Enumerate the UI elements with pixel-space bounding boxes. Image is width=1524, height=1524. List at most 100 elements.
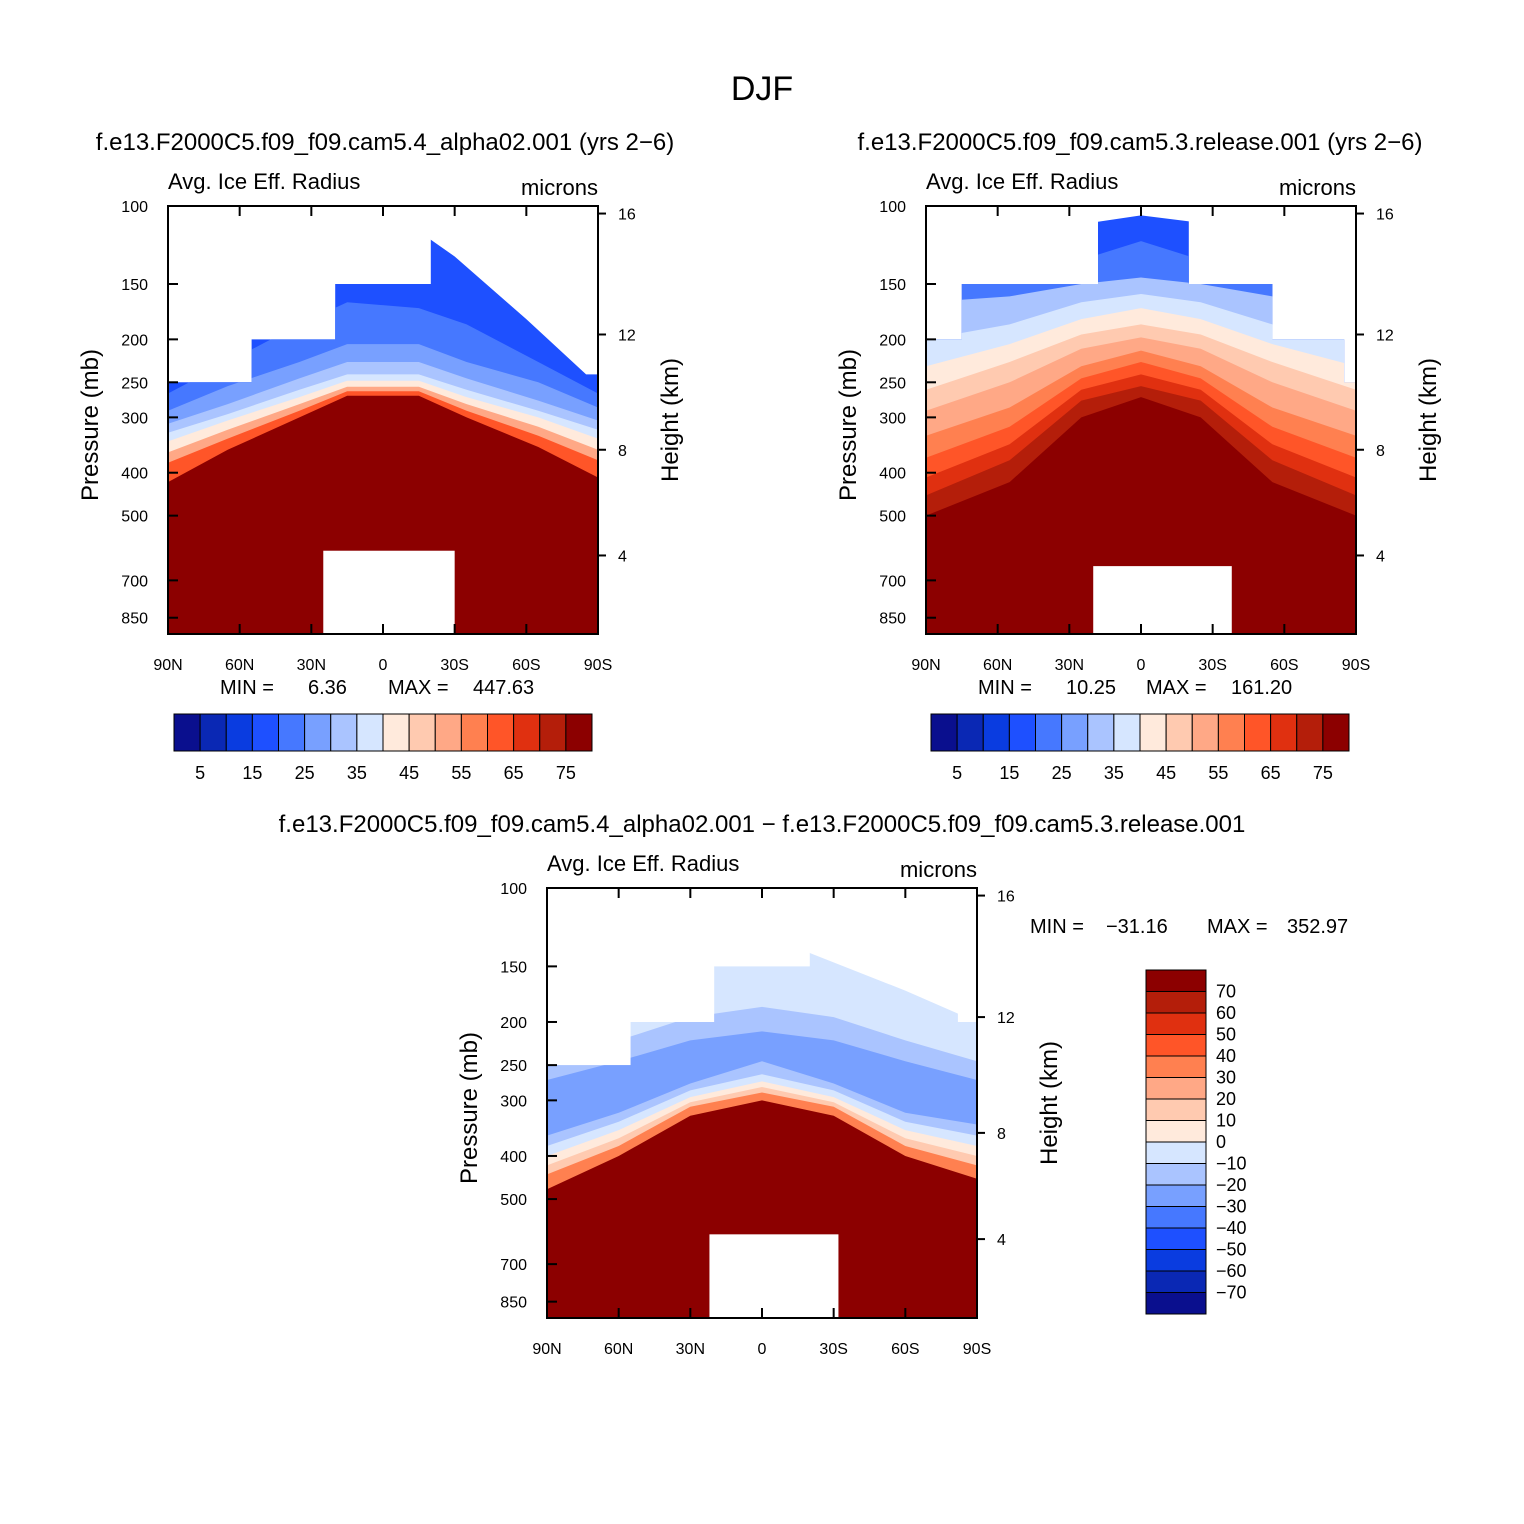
colorbar-swatch <box>513 713 541 752</box>
colorbar-swatch <box>1145 1034 1207 1057</box>
colorbar-swatch <box>408 713 436 752</box>
xtick-label: 30N <box>1055 657 1084 674</box>
ytick-label: 250 <box>500 1058 527 1075</box>
ytick-label: 200 <box>879 332 906 349</box>
contour-field <box>926 215 1356 634</box>
colorbar-label: 45 <box>1156 763 1176 783</box>
ytick-label: 250 <box>879 375 906 392</box>
colorbar-label: −50 <box>1216 1240 1247 1260</box>
colorbar-swatch <box>251 713 279 752</box>
colorbar-swatch <box>382 713 410 752</box>
colorbar-swatch <box>1165 713 1193 752</box>
ytick-right-label: 4 <box>618 548 627 565</box>
xtick-label: 60N <box>225 657 254 674</box>
colorbar-label: −20 <box>1216 1175 1247 1195</box>
colorbar-label: 40 <box>1216 1046 1236 1066</box>
y-axis-right-label: Height (km) <box>657 358 684 482</box>
ytick-right-label: 16 <box>997 889 1015 906</box>
bottom-title: f.e13.F2000C5.f09_f09.cam5.4_alpha02.001… <box>279 811 1246 838</box>
colorbar-label: 35 <box>1104 763 1124 783</box>
colorbar-label: 25 <box>295 763 315 783</box>
ytick-right-label: 8 <box>997 1126 1006 1143</box>
colorbar-label: 0 <box>1216 1132 1226 1152</box>
colorbar-label: −40 <box>1216 1218 1247 1238</box>
ytick-label: 200 <box>500 1015 527 1032</box>
colorbar-label: 5 <box>195 763 205 783</box>
y-axis-label: Pressure (mb) <box>77 349 104 501</box>
max-value: 352.97 <box>1287 916 1348 938</box>
colorbar-label: 15 <box>242 763 262 783</box>
top-right-title: f.e13.F2000C5.f09_f09.cam5.3.release.001… <box>857 129 1422 156</box>
ytick-label: 100 <box>879 199 906 216</box>
ytick-label: 150 <box>121 277 148 294</box>
colorbar-swatch <box>539 713 567 752</box>
ytick-label: 150 <box>500 959 527 976</box>
colorbar-swatch <box>1145 1012 1207 1035</box>
min-value: 6.36 <box>308 677 347 699</box>
colorbar-label: 55 <box>1208 763 1228 783</box>
colorbar-swatch <box>1145 1270 1207 1293</box>
colorbar-swatch <box>1217 713 1245 752</box>
ytick-label: 500 <box>879 509 906 526</box>
colorbar-swatch <box>1145 1292 1207 1315</box>
ytick-right-label: 8 <box>618 443 627 460</box>
colorbar-label: 50 <box>1216 1025 1236 1045</box>
ytick-label: 500 <box>121 509 148 526</box>
colorbar-swatch <box>1145 1206 1207 1229</box>
ytick-label: 300 <box>500 1093 527 1110</box>
ytick-label: 400 <box>879 466 906 483</box>
colorbar-label: 10 <box>1216 1111 1236 1131</box>
variable-label: Avg. Ice Eff. Radius <box>547 851 739 876</box>
xtick-label: 30S <box>819 1341 847 1358</box>
contour-band-11 <box>926 397 1356 634</box>
panel-a: Avg. Ice Eff. Radius microns1001502002503… <box>77 169 684 783</box>
colorbar-label: −70 <box>1216 1283 1247 1303</box>
colorbar-swatch <box>304 713 332 752</box>
colorbar-swatch <box>1145 1163 1207 1186</box>
colorbar-swatch <box>1113 713 1141 752</box>
colorbar-label: −30 <box>1216 1197 1247 1217</box>
colorbar-label: 70 <box>1216 982 1236 1002</box>
colorbar-label: 30 <box>1216 1068 1236 1088</box>
xtick-label: 0 <box>379 657 388 674</box>
colorbar-swatch <box>1145 1077 1207 1100</box>
y-axis-right-label: Height (km) <box>1036 1041 1063 1165</box>
max-label: MAX = <box>1146 677 1207 699</box>
colorbar-swatch <box>1145 1141 1207 1164</box>
colorbar-swatch <box>1270 713 1298 752</box>
contour-band-8 <box>168 395 598 634</box>
colorbar-swatch <box>278 713 306 752</box>
ytick-right-label: 8 <box>1376 443 1385 460</box>
units-label: microns <box>900 857 977 882</box>
colorbar-swatch <box>225 713 253 752</box>
masked-region <box>1093 566 1232 634</box>
xtick-label: 60S <box>512 657 540 674</box>
colorbar-swatch <box>434 713 462 752</box>
colorbar-swatch <box>982 713 1010 752</box>
xtick-label: 60S <box>1270 657 1298 674</box>
min-value: 10.25 <box>1066 677 1116 699</box>
max-label: MAX = <box>1207 916 1268 938</box>
y-axis-label: Pressure (mb) <box>456 1032 483 1184</box>
variable-label: Avg. Ice Eff. Radius <box>926 169 1118 194</box>
colorbar-swatch <box>1061 713 1089 752</box>
colorbar-label: 25 <box>1052 763 1072 783</box>
xtick-label: 0 <box>1137 657 1146 674</box>
xtick-label: 90S <box>1342 657 1370 674</box>
ytick-label: 400 <box>121 466 148 483</box>
xtick-label: 30N <box>676 1341 705 1358</box>
colorbar-swatch <box>1145 1055 1207 1078</box>
colorbar-swatch <box>460 713 488 752</box>
colorbar-swatch <box>199 713 227 752</box>
ytick-label: 400 <box>500 1149 527 1166</box>
top-left-title: f.e13.F2000C5.f09_f09.cam5.4_alpha02.001… <box>96 129 674 156</box>
ytick-right-label: 12 <box>618 327 636 344</box>
ytick-label: 300 <box>879 410 906 427</box>
colorbar-swatch <box>1145 1184 1207 1207</box>
colorbar-label: 20 <box>1216 1089 1236 1109</box>
ytick-label: 250 <box>121 375 148 392</box>
ytick-right-label: 4 <box>1376 548 1385 565</box>
ytick-right-label: 12 <box>1376 327 1394 344</box>
colorbar-swatch <box>1087 713 1115 752</box>
